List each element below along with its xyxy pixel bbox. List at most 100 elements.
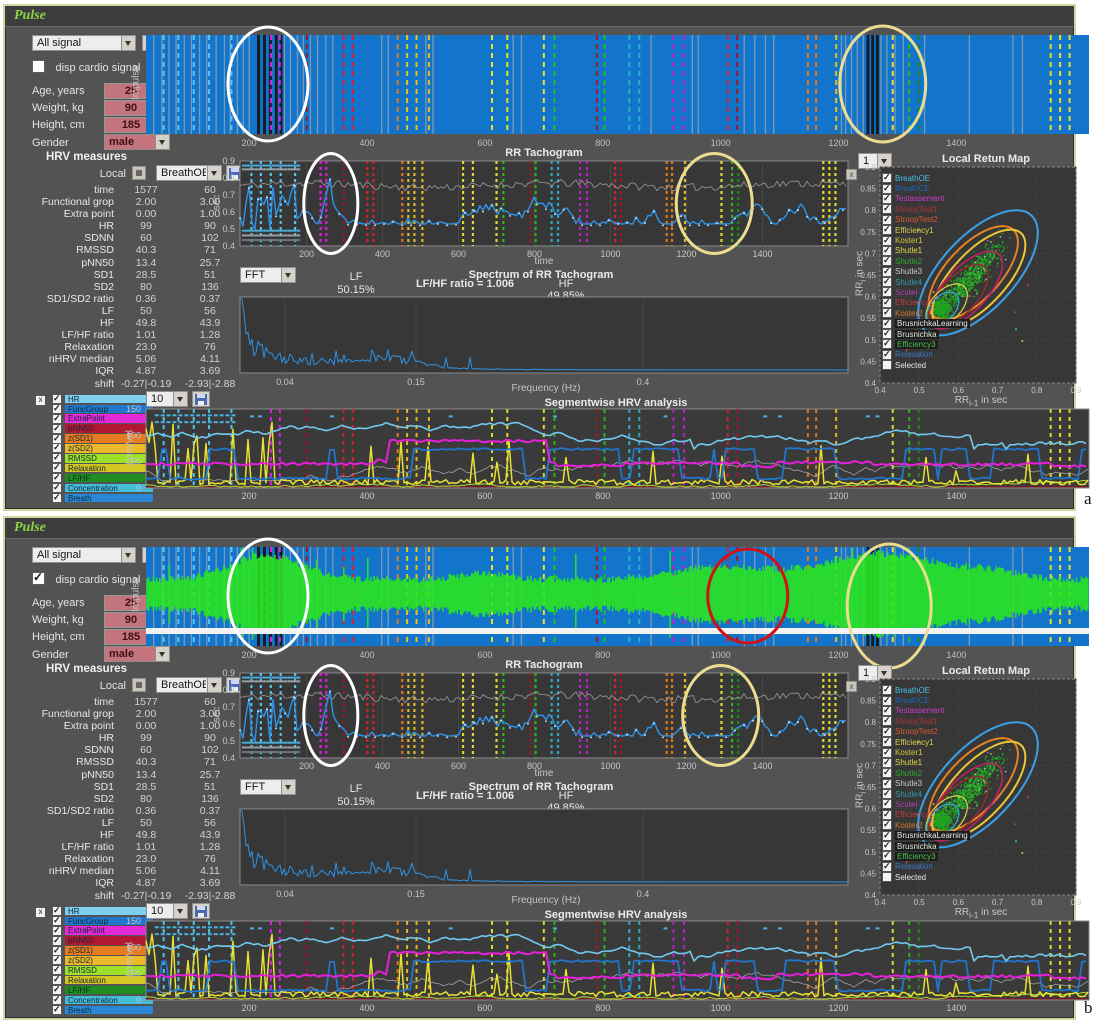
- field-row: Weight, kg 90: [32, 612, 202, 629]
- legend-item[interactable]: Efficiency3: [882, 338, 1012, 350]
- hrv-reference-select[interactable]: BreathOE: [156, 165, 222, 181]
- legend-item[interactable]: Breath: [52, 492, 162, 503]
- hrv-reference-value: 0.37: [199, 292, 221, 305]
- field-row: Weight, kg 90: [32, 100, 202, 117]
- legend-item[interactable]: BreathOE: [882, 172, 1012, 184]
- gender-select[interactable]: male: [104, 646, 170, 662]
- field-input[interactable]: 25: [104, 83, 158, 99]
- returnmap-lock-icon[interactable]: x: [846, 681, 857, 692]
- legend-item[interactable]: BrusnichkaLearning: [882, 830, 1012, 841]
- svg-text:0.7: 0.7: [992, 386, 1004, 395]
- svg-text:200: 200: [242, 491, 257, 501]
- legend-item[interactable]: Selected: [882, 872, 1012, 883]
- legend-item[interactable]: StroopTest1: [882, 203, 1012, 215]
- svg-text:0: 0: [136, 995, 141, 1005]
- legend-item[interactable]: Shutle2: [882, 767, 1012, 779]
- field-input[interactable]: 90: [104, 100, 158, 116]
- hrv-row-label: LF/HF ratio: [61, 329, 114, 342]
- legend-item[interactable]: Koster2: [882, 307, 1012, 319]
- legend-item[interactable]: StroopTest2: [882, 214, 1012, 225]
- legend-item[interactable]: Testassement: [882, 705, 1012, 716]
- legend-item[interactable]: Shutle3: [882, 266, 1012, 277]
- svg-text:0.5: 0.5: [914, 386, 926, 395]
- legend-item[interactable]: BrusnichkaLearning: [882, 318, 1012, 329]
- svg-text:1400: 1400: [752, 761, 772, 771]
- legend-item[interactable]: Shutle2: [882, 255, 1012, 267]
- legend-item[interactable]: Shutle1: [882, 757, 1012, 768]
- legend-item[interactable]: Efficiency3: [882, 850, 1012, 862]
- legend-checkbox[interactable]: [882, 360, 892, 371]
- disp-cardio-checkbox[interactable]: [32, 60, 45, 73]
- legend-item[interactable]: Koster1: [882, 235, 1012, 246]
- legend-item[interactable]: Shutle4: [882, 788, 1012, 800]
- legend-item[interactable]: Breath: [52, 1004, 162, 1015]
- legend-item[interactable]: Efficiency1: [882, 736, 1012, 748]
- hrv-table-row: Relaxation 23.0 76: [8, 341, 250, 353]
- legend-item[interactable]: Selected: [882, 360, 1012, 371]
- legend-item[interactable]: Efficiency2: [882, 297, 1012, 308]
- legend-label: LF/HF: [65, 985, 153, 995]
- segment-legend-master-checkbox[interactable]: x: [35, 395, 46, 406]
- svg-text:1000: 1000: [600, 761, 620, 771]
- tachogram-chart: 0.9 0.8 0.7 0.6 0.5 0.4 200 400 600 800 1000 1200 14…: [222, 664, 849, 771]
- segment-legend-master-checkbox[interactable]: x: [35, 907, 46, 918]
- hrv-reference-value: 102: [201, 744, 219, 757]
- window-body: All signal disp cardio signal Age, years: [6, 24, 1090, 508]
- legend-item[interactable]: StroopTest2: [882, 726, 1012, 737]
- segmentwise-save-button[interactable]: [192, 391, 210, 407]
- field-input[interactable]: 185: [104, 117, 158, 133]
- legend-item[interactable]: Scutel: [882, 798, 1012, 810]
- legend-checkbox[interactable]: [882, 861, 892, 872]
- legend-checkbox[interactable]: [52, 1004, 62, 1015]
- legend-checkbox[interactable]: [882, 349, 892, 360]
- gender-select[interactable]: male: [104, 134, 170, 150]
- hrv-row-label: Functional grop: [41, 196, 114, 209]
- segmentwise-save-button[interactable]: [192, 903, 210, 919]
- legend-item[interactable]: Testassement: [882, 193, 1012, 204]
- legend-item[interactable]: BreathOE: [882, 684, 1012, 696]
- hrv-local-value: 60: [140, 744, 152, 757]
- gender-value: male: [109, 136, 135, 148]
- returnmap-xlabel: RRi-1 in sec: [954, 395, 1008, 408]
- hrv-table-row: LF 50 56: [8, 817, 250, 829]
- local-copy-icon[interactable]: ▦: [132, 678, 146, 692]
- svg-text:800: 800: [595, 650, 610, 660]
- spectrum-method-select[interactable]: FFT: [240, 779, 296, 795]
- legend-item[interactable]: Efficiency2: [882, 809, 1012, 820]
- field-input[interactable]: 25: [104, 595, 158, 611]
- legend-item[interactable]: BreathCE: [882, 695, 1012, 706]
- legend-item[interactable]: Brusnichka: [882, 840, 1012, 852]
- legend-item[interactable]: Shutle4: [882, 276, 1012, 288]
- legend-item[interactable]: Brusnichka: [882, 328, 1012, 340]
- legend-item[interactable]: Koster2: [882, 819, 1012, 831]
- spectrum-method-select[interactable]: FFT: [240, 267, 296, 283]
- legend-checkbox[interactable]: [52, 492, 62, 503]
- local-copy-icon[interactable]: ▦: [132, 166, 146, 180]
- hrv-local-value: 40.3: [135, 244, 157, 257]
- legend-item[interactable]: Efficiency1: [882, 224, 1012, 236]
- returnmap-select[interactable]: 1: [858, 665, 892, 681]
- legend-item[interactable]: Scutel: [882, 286, 1012, 298]
- legend-item[interactable]: StroopTest1: [882, 715, 1012, 727]
- legend-item[interactable]: Shutle3: [882, 778, 1012, 789]
- segmentwise-window-select[interactable]: 10: [146, 903, 188, 919]
- legend-item[interactable]: BreathCE: [882, 183, 1012, 194]
- signal-select[interactable]: All signal: [32, 547, 136, 563]
- segmentwise-window-select[interactable]: 10: [146, 391, 188, 407]
- legend-item[interactable]: Koster1: [882, 747, 1012, 758]
- hrv-row-label: shift: [94, 889, 114, 902]
- field-input[interactable]: 185: [104, 629, 158, 645]
- legend-item[interactable]: Relaxation: [882, 861, 1012, 872]
- returnmap-lock-icon[interactable]: x: [846, 169, 857, 180]
- svg-text:0.6: 0.6: [953, 898, 965, 907]
- disp-cardio-checkbox[interactable]: [32, 570, 45, 585]
- legend-checkbox[interactable]: [882, 872, 892, 883]
- returnmap-select[interactable]: 1: [858, 153, 892, 169]
- signal-select[interactable]: All signal: [32, 35, 136, 51]
- app-title: Pulse: [14, 8, 46, 23]
- hrv-reference-value: 0.37: [199, 804, 221, 817]
- legend-item[interactable]: Relaxation: [882, 349, 1012, 360]
- legend-item[interactable]: Shutle1: [882, 245, 1012, 256]
- hrv-reference-select[interactable]: BreathOE: [156, 677, 222, 693]
- svg-text:800: 800: [527, 761, 542, 771]
